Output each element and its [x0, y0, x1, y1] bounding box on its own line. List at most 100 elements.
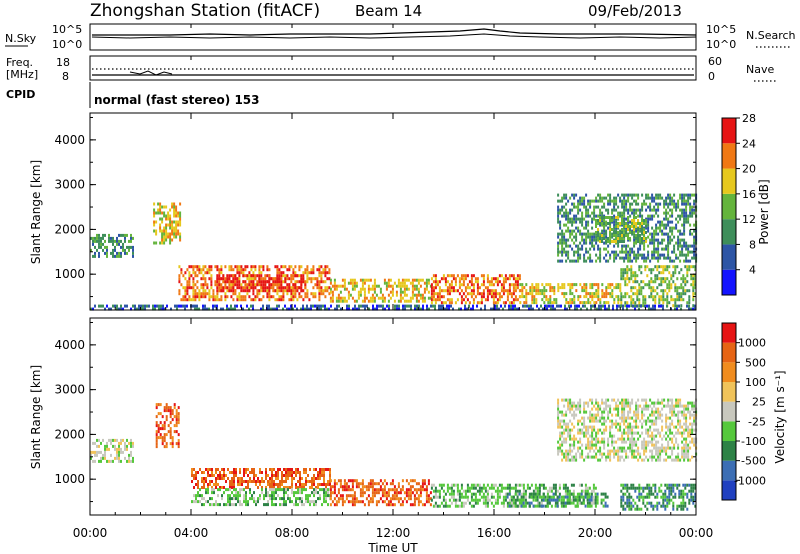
power-cell [627, 211, 630, 215]
velocity-cell [323, 483, 325, 486]
power-cell [621, 199, 624, 203]
velocity-cell [474, 486, 477, 490]
velocity-cell [229, 503, 231, 507]
power-cell [636, 295, 639, 299]
power-cell [302, 298, 305, 302]
power-cell [190, 286, 193, 290]
velocity-cell [573, 440, 576, 444]
power-cell [525, 298, 528, 302]
velocity-cell [544, 504, 547, 508]
velocity-cell [327, 503, 329, 507]
velocity-cell [583, 419, 586, 423]
velocity-cell [399, 491, 402, 495]
power-cell [657, 244, 660, 248]
power-cell [605, 259, 608, 263]
power-cell [652, 298, 655, 302]
velocity-cell [211, 503, 213, 507]
power-cell [686, 274, 689, 278]
power-cell [220, 307, 222, 311]
power-cell [660, 280, 663, 284]
power-cell [506, 298, 509, 302]
power-cell [468, 304, 470, 308]
velocity-cell [277, 468, 279, 471]
power-cell [637, 228, 639, 231]
velocity-cell [604, 492, 607, 496]
power-cell [363, 278, 366, 282]
power-cell [144, 304, 146, 308]
velocity-cell [474, 483, 477, 487]
velocity-cell [357, 485, 360, 489]
power-cell [220, 283, 223, 287]
nsky-panel: N.Sky 10^5 10^0 10^5 10^0 N.Search [5, 23, 796, 51]
velocity-cell [211, 480, 213, 483]
velocity-cell [303, 503, 305, 507]
power-cell [508, 286, 511, 290]
velocity-cell [550, 486, 553, 490]
power-cell [637, 196, 640, 200]
power-cell [565, 217, 568, 221]
velocity-cell [353, 491, 356, 495]
velocity-cell [423, 479, 426, 483]
power-cell [300, 280, 303, 284]
power-cell [600, 307, 602, 311]
power-cell [620, 298, 623, 302]
power-cell [114, 239, 116, 243]
power-cell [679, 232, 682, 236]
power-cell [658, 295, 661, 299]
power-cell [541, 289, 544, 293]
power-cell [448, 307, 450, 311]
power-colorbar-tick: 12 [742, 213, 756, 226]
power-cell [210, 277, 213, 281]
power-cell [607, 286, 610, 290]
power-cell [106, 248, 108, 252]
velocity-cell [275, 477, 277, 480]
power-cell [106, 251, 108, 255]
power-cell [691, 256, 694, 260]
velocity-cell [223, 474, 225, 477]
power-cell [358, 304, 360, 308]
velocity-cell [281, 477, 283, 480]
power-cell [492, 298, 495, 302]
power-cell [689, 259, 692, 263]
power-cell [652, 289, 655, 293]
velocity-cell [275, 474, 277, 477]
power-cell [260, 274, 263, 278]
power-cell [567, 199, 570, 203]
power-cell [162, 304, 164, 308]
power-cell [246, 274, 249, 278]
power-cell [190, 265, 193, 269]
power-cell [230, 289, 233, 293]
velocity-cell [155, 445, 158, 449]
power-cell [272, 277, 275, 281]
velocity-cell [601, 437, 604, 441]
velocity-cell [265, 488, 267, 492]
power-cell [593, 244, 596, 248]
power-cell [621, 237, 623, 240]
power-cell [656, 268, 659, 272]
velocity-cell [605, 404, 608, 408]
velocity-cell [500, 483, 503, 487]
velocity-cell [130, 438, 132, 442]
velocity-cell [339, 479, 342, 483]
velocity-cell [430, 486, 433, 490]
power-cell [254, 265, 257, 269]
power-cell [387, 281, 390, 285]
power-cell [184, 286, 187, 290]
velocity-cell [583, 401, 586, 405]
velocity-cell [273, 497, 275, 501]
power-cell [240, 304, 242, 308]
velocity-cell [277, 488, 279, 492]
velocity-cell [289, 471, 291, 474]
velocity-cell [299, 471, 301, 474]
velocity-cell [570, 498, 573, 502]
power-cell [601, 295, 604, 299]
velocity-cell [594, 501, 597, 505]
power-cell [591, 292, 594, 296]
power-cell [675, 208, 678, 212]
power-cell [413, 293, 416, 297]
power-cell [173, 205, 176, 209]
power-cell [681, 253, 684, 257]
velocity-cell [217, 474, 219, 477]
power-cell [682, 286, 685, 290]
power-cell [625, 208, 628, 212]
